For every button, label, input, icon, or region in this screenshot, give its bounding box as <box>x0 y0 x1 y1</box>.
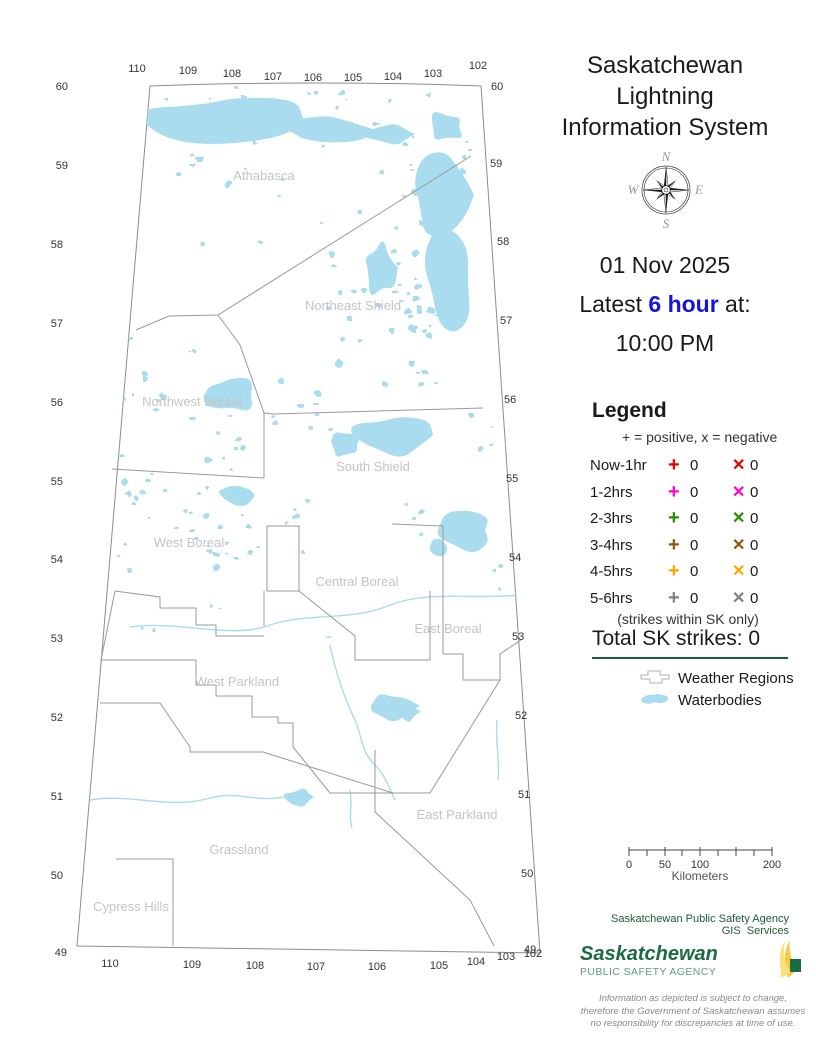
svg-text:57: 57 <box>51 318 63 330</box>
svg-text:108: 108 <box>223 68 241 80</box>
svg-text:104: 104 <box>467 956 485 968</box>
svg-text:105: 105 <box>344 72 362 84</box>
svg-text:East Parkland: East Parkland <box>417 807 498 822</box>
svg-text:52: 52 <box>515 710 527 722</box>
svg-text:South Shield: South Shield <box>336 459 410 474</box>
svg-text:60: 60 <box>56 81 68 93</box>
svg-text:107: 107 <box>264 71 282 83</box>
svg-text:56: 56 <box>504 394 516 406</box>
svg-text:106: 106 <box>368 961 386 973</box>
svg-text:E: E <box>694 182 703 197</box>
svg-text:Central Boreal: Central Boreal <box>315 574 398 589</box>
svg-text:103: 103 <box>497 951 515 963</box>
svg-text:104: 104 <box>384 71 402 83</box>
svg-text:54: 54 <box>51 554 63 566</box>
svg-text:109: 109 <box>179 65 197 77</box>
svg-text:S: S <box>663 216 670 231</box>
svg-text:N: N <box>661 149 672 164</box>
svg-text:108: 108 <box>246 960 264 972</box>
svg-text:103: 103 <box>424 68 442 80</box>
svg-text:58: 58 <box>51 239 63 251</box>
svg-text:53: 53 <box>51 633 63 645</box>
svg-text:West Boreal: West Boreal <box>154 535 225 550</box>
svg-text:50: 50 <box>51 870 63 882</box>
svg-text:58: 58 <box>497 236 509 248</box>
svg-text:Cypress Hills: Cypress Hills <box>93 899 169 914</box>
svg-text:51: 51 <box>518 789 530 801</box>
svg-text:57: 57 <box>500 315 512 327</box>
svg-text:52: 52 <box>51 712 63 724</box>
svg-text:106: 106 <box>304 72 322 84</box>
svg-text:54: 54 <box>509 552 521 564</box>
svg-text:Northeast Shield: Northeast Shield <box>305 298 401 313</box>
svg-text:59: 59 <box>56 160 68 172</box>
svg-text:Athabasca: Athabasca <box>233 168 295 183</box>
svg-text:60: 60 <box>491 81 503 93</box>
svg-text:51: 51 <box>51 791 63 803</box>
svg-text:49: 49 <box>524 944 536 956</box>
svg-text:107: 107 <box>307 961 325 973</box>
svg-text:West Parkland: West Parkland <box>195 674 279 689</box>
svg-text:55: 55 <box>506 473 518 485</box>
svg-text:East Boreal: East Boreal <box>414 621 481 636</box>
svg-text:56: 56 <box>51 397 63 409</box>
svg-text:49: 49 <box>55 947 67 959</box>
svg-text:50: 50 <box>521 868 533 880</box>
svg-text:110: 110 <box>101 958 119 970</box>
svg-text:105: 105 <box>430 960 448 972</box>
svg-text:102: 102 <box>469 60 487 72</box>
svg-text:53: 53 <box>512 631 524 643</box>
svg-text:109: 109 <box>183 959 201 971</box>
svg-text:Northwest Boreal: Northwest Boreal <box>142 394 242 409</box>
svg-text:W: W <box>628 182 640 197</box>
svg-text:59: 59 <box>490 158 502 170</box>
svg-text:110: 110 <box>128 63 146 75</box>
svg-text:Grassland: Grassland <box>209 842 268 857</box>
svg-text:55: 55 <box>51 476 63 488</box>
